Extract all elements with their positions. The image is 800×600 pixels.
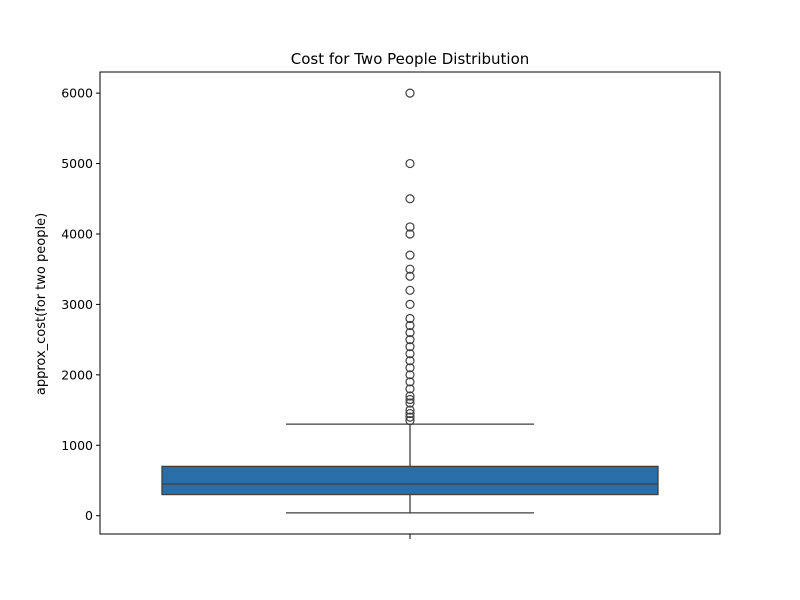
interquartile-box xyxy=(161,465,659,496)
outlier-point xyxy=(405,398,415,408)
y-tick-label: 5000 xyxy=(61,156,93,171)
outlier-point xyxy=(405,391,415,401)
y-tick-label: 2000 xyxy=(61,367,93,382)
box-plot-marks xyxy=(161,88,659,514)
outlier-point xyxy=(405,229,415,239)
outlier-point xyxy=(405,356,415,366)
outlier-point xyxy=(405,313,415,324)
outlier-point xyxy=(405,384,415,394)
outlier-point xyxy=(405,88,415,98)
outlier-point xyxy=(405,377,415,387)
outlier-point xyxy=(405,370,415,380)
y-tick-label: 4000 xyxy=(61,226,93,241)
outlier-point xyxy=(405,416,415,426)
outlier-point xyxy=(405,158,415,169)
outlier-point xyxy=(405,349,415,359)
outlier-point xyxy=(405,250,415,260)
y-axis: 0 1000 2000 3000 4000 5000 6000 xyxy=(61,86,100,523)
outlier-point xyxy=(405,408,415,419)
outlier-point xyxy=(405,335,415,345)
y-tick-label: 6000 xyxy=(61,86,93,101)
outlier-point xyxy=(405,342,415,352)
outlier-point xyxy=(405,405,415,415)
outlier-point xyxy=(405,271,415,281)
outlier-point xyxy=(405,299,415,310)
y-tick-label: 0 xyxy=(85,508,93,523)
outlier-point xyxy=(405,394,415,405)
chart-title: Cost for Two People Distribution xyxy=(291,50,530,68)
outlier-point xyxy=(405,264,415,274)
outlier-point xyxy=(405,327,415,338)
y-axis-label: approx_cost(for two people) xyxy=(34,213,49,395)
outlier-point xyxy=(405,363,415,373)
y-tick-label: 3000 xyxy=(61,297,93,312)
outlier-point xyxy=(405,222,415,232)
outlier-point xyxy=(405,285,415,295)
outlier-point xyxy=(405,412,415,422)
outlier-point xyxy=(405,320,415,331)
outlier-point xyxy=(405,194,415,204)
y-tick-label: 1000 xyxy=(61,438,93,453)
